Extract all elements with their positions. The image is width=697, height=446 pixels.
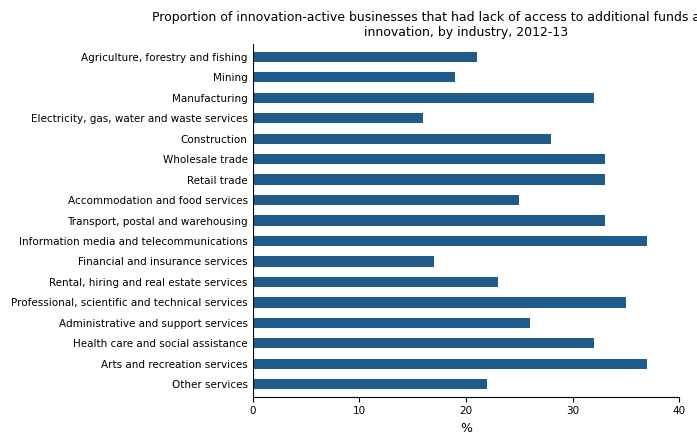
Bar: [252, 297, 626, 308]
Bar: [252, 256, 434, 267]
Bar: [252, 93, 594, 103]
Bar: [252, 236, 648, 246]
Bar: [252, 72, 455, 83]
Bar: [252, 195, 519, 205]
Bar: [252, 215, 605, 226]
Bar: [252, 277, 498, 287]
Bar: [252, 174, 605, 185]
Bar: [252, 379, 487, 389]
X-axis label: %: %: [460, 422, 472, 435]
Title: Proportion of innovation-active businesses that had lack of access to additional: Proportion of innovation-active business…: [151, 11, 697, 39]
Bar: [252, 154, 605, 164]
Bar: [252, 133, 551, 144]
Bar: [252, 113, 423, 123]
Bar: [252, 338, 594, 348]
Bar: [252, 318, 530, 328]
Bar: [252, 52, 477, 62]
Bar: [252, 359, 648, 369]
